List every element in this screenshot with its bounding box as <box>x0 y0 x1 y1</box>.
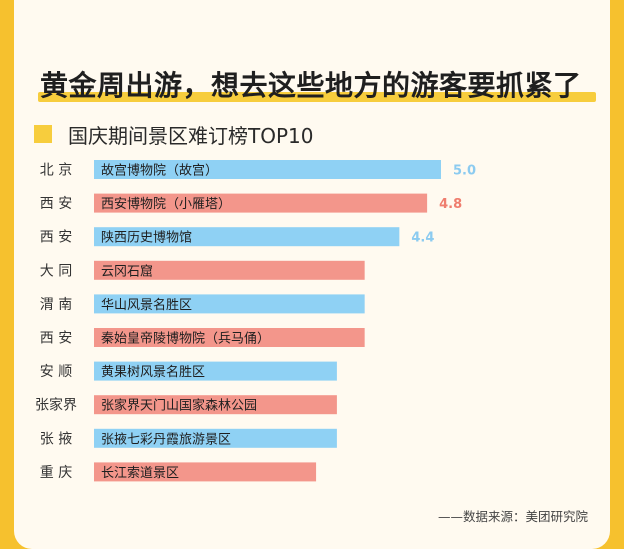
bar <box>94 462 317 482</box>
attraction-label: 张家界天门山国家森林公园 <box>101 398 257 414</box>
bar <box>94 260 365 280</box>
bar <box>94 395 337 415</box>
data-source: ——数据来源：美团研究院 <box>437 509 588 524</box>
bar <box>94 193 428 213</box>
city-label: 西 安 <box>40 331 72 347</box>
city-label: 安 顺 <box>40 364 72 380</box>
value-label: 4.4 <box>411 231 434 246</box>
city-label: 西 安 <box>40 196 72 212</box>
bar <box>94 227 400 247</box>
attraction-label: 黄果树风景名胜区 <box>101 364 205 380</box>
city-label: 张家界 <box>35 397 77 414</box>
city-label: 北 京 <box>40 163 72 179</box>
attraction-label: 秦始皇帝陵博物院（兵马俑） <box>101 331 270 347</box>
city-label: 张 掖 <box>40 431 72 447</box>
subtitle-row: 国庆期间景区难订榜TOP10 <box>34 121 314 148</box>
city-label: 渭 南 <box>40 297 72 313</box>
headline: 黄金周出游，想去这些地方的游客要抓紧了 <box>40 69 582 102</box>
value-label: 5.0 <box>453 164 476 179</box>
subtitle-marker-square <box>34 125 52 143</box>
bar <box>94 328 365 347</box>
chart-subtitle: 国庆期间景区难订榜TOP10 <box>68 123 314 148</box>
attraction-label: 故宫博物院（故宫） <box>101 164 218 179</box>
attraction-label: 长江索道景区 <box>101 466 179 481</box>
attraction-label: 张掖七彩丹霞旅游景区 <box>101 432 231 447</box>
bar <box>94 428 337 448</box>
headline-highlight <box>38 92 596 102</box>
value-label: 4.8 <box>439 197 462 212</box>
city-label: 大 同 <box>40 263 72 279</box>
bar <box>94 361 337 381</box>
attraction-label: 陕西历史博物馆 <box>101 231 192 246</box>
bar <box>94 160 441 179</box>
attraction-label: 云冈石窟 <box>101 263 153 279</box>
attraction-label: 西安博物院（小雁塔） <box>101 197 231 212</box>
bar <box>94 294 365 314</box>
attraction-label: 华山风景名胜区 <box>101 297 192 313</box>
city-label: 西 安 <box>40 230 72 246</box>
city-label: 重 庆 <box>40 465 72 481</box>
